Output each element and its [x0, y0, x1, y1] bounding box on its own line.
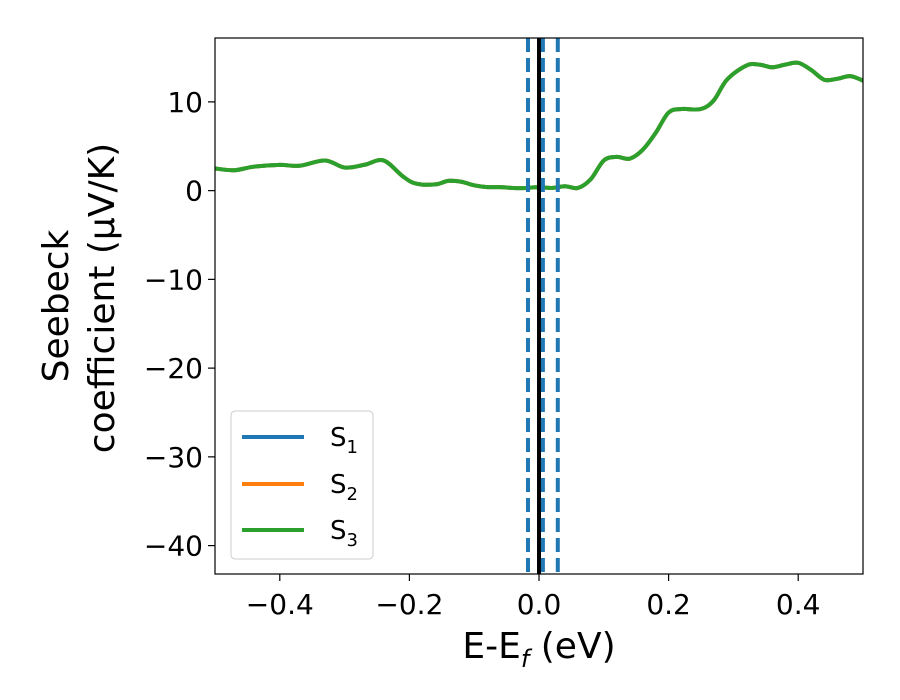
x-tick-label: −0.2	[375, 588, 443, 621]
y-axis-label-line2: coefficient (μV/K)	[82, 143, 123, 453]
legend: S1 S2 S3	[230, 410, 374, 560]
legend-label-s1: S1	[330, 423, 358, 458]
x-tick-label: 0.4	[776, 588, 821, 621]
axis-ticks: −0.4 −0.2 0.0 0.2 0.4 −40 −30 −20 −10 0 10	[144, 86, 821, 621]
series-line-3	[215, 60, 863, 191]
y-tick-label: −10	[144, 263, 203, 296]
y-axis-label-line1: Seebeck	[36, 229, 77, 382]
legend-label-s3: S3	[330, 516, 358, 551]
legend-label-s2: S2	[330, 470, 358, 505]
y-tick-label: 0	[185, 175, 203, 208]
x-axis-label: E-Ef (eV)	[462, 626, 615, 673]
y-tick-label: 10	[167, 86, 203, 119]
y-tick-label: −30	[144, 441, 203, 474]
x-tick-label: −0.4	[246, 588, 314, 621]
x-tick-label: 0.2	[646, 588, 691, 621]
x-tick-label: 0.0	[517, 588, 562, 621]
y-tick-label: −40	[144, 530, 203, 563]
y-tick-label: −20	[144, 352, 203, 385]
plot-area	[215, 38, 863, 574]
